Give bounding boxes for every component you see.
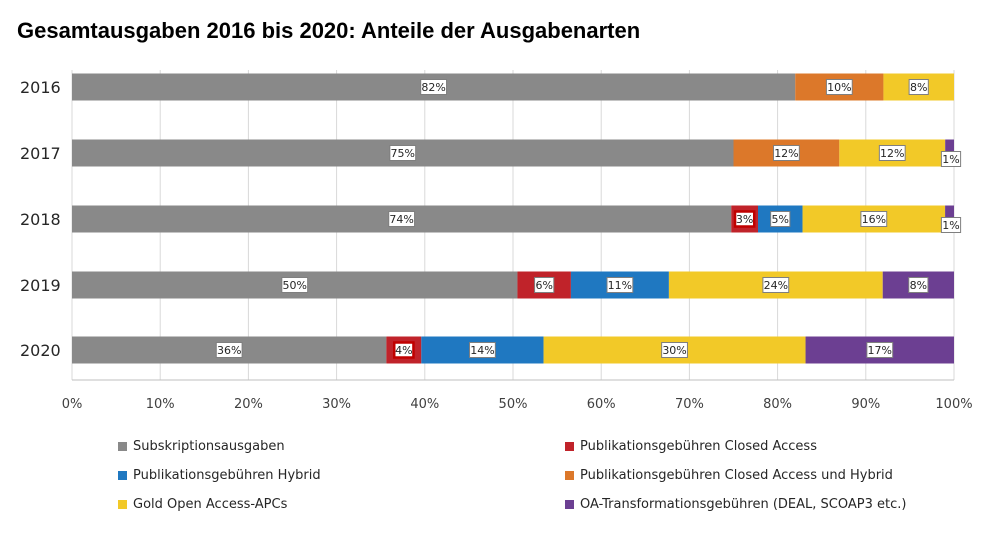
legend-item-closed-access-und-hybrid: Publikationsgebühren Closed Access und H…: [565, 468, 893, 483]
legend-swatch: [565, 442, 574, 451]
data-label: 24%: [764, 279, 788, 292]
data-label-box: [908, 277, 929, 293]
data-label: 82%: [421, 81, 445, 94]
legend-swatch: [118, 500, 127, 509]
legend-label: Publikationsgebühren Hybrid: [133, 468, 321, 483]
data-label-box: [940, 217, 962, 233]
x-tick-label: 50%: [499, 397, 528, 412]
data-label-box: [281, 277, 309, 293]
data-label-box: [908, 79, 929, 95]
data-label-box: [762, 277, 790, 293]
legend-label: OA-Transformationsgebühren (DEAL, SCOAP3…: [580, 497, 907, 512]
y-tick-label: 2016: [20, 78, 61, 97]
data-label-box: [469, 342, 496, 358]
data-label-box: [878, 145, 906, 161]
data-label: 50%: [283, 279, 307, 292]
x-tick-label: 30%: [322, 397, 351, 412]
data-label-box: [389, 145, 417, 161]
data-label: 12%: [880, 147, 904, 160]
data-label-box: [825, 79, 853, 95]
data-label: 10%: [827, 81, 851, 94]
data-label: 1%: [942, 219, 959, 232]
data-label-box: [392, 341, 415, 359]
data-label-box: [940, 151, 962, 167]
y-tick-label: 2017: [20, 144, 61, 163]
x-tick-label: 70%: [675, 397, 704, 412]
data-label-box: [733, 210, 756, 228]
data-label: 30%: [662, 344, 686, 357]
legend-item-hybrid: Publikationsgebühren Hybrid: [118, 468, 321, 483]
data-label: 8%: [910, 279, 927, 292]
data-label: 8%: [910, 81, 927, 94]
legend-item-subskriptionsausgaben: Subskriptionsausgaben: [118, 439, 285, 454]
legend-item-closed-access: Publikationsgebühren Closed Access: [565, 439, 817, 454]
chart-title: Gesamtausgaben 2016 bis 2020: Anteile de…: [17, 18, 641, 43]
data-label-box: [860, 211, 888, 227]
legend-item-oa-transformation: OA-Transformationsgebühren (DEAL, SCOAP3…: [565, 497, 906, 512]
data-label: 75%: [391, 147, 415, 160]
data-label: 4%: [395, 344, 412, 357]
legend-label: Publikationsgebühren Closed Access und H…: [580, 468, 893, 483]
x-tick-label: 60%: [587, 397, 616, 412]
data-label-box: [534, 277, 555, 293]
legend-label: Publikationsgebühren Closed Access: [580, 439, 817, 454]
y-tick-label: 2018: [20, 210, 61, 229]
legend-label: Gold Open Access-APCs: [133, 497, 288, 512]
data-label-box: [388, 211, 416, 227]
y-tick-label: 2019: [20, 276, 61, 295]
data-label: 12%: [774, 147, 798, 160]
legend-swatch: [565, 500, 574, 509]
data-label: 5%: [772, 213, 789, 226]
y-tick-label: 2020: [20, 341, 61, 360]
data-label: 1%: [942, 153, 959, 166]
data-label-box: [661, 342, 688, 358]
x-tick-label: 20%: [234, 397, 263, 412]
data-label-box: [773, 145, 800, 161]
legend-label: Subskriptionsausgaben: [133, 439, 285, 454]
legend-swatch: [118, 471, 127, 480]
legend-swatch: [565, 471, 574, 480]
data-label: 14%: [470, 344, 494, 357]
data-label-box: [770, 211, 791, 227]
data-label: 36%: [217, 344, 241, 357]
x-tick-label: 10%: [146, 397, 175, 412]
data-label-box: [606, 277, 634, 293]
x-tick-label: 40%: [410, 397, 439, 412]
x-tick-label: 100%: [935, 397, 972, 412]
legend-swatch: [118, 442, 127, 451]
data-label-box: [420, 79, 448, 95]
data-label: 74%: [389, 213, 413, 226]
data-label: 16%: [862, 213, 886, 226]
data-label: 17%: [868, 344, 892, 357]
legend-item-gold-open-access: Gold Open Access-APCs: [118, 497, 287, 512]
data-label: 6%: [535, 279, 552, 292]
x-tick-label: 0%: [62, 397, 83, 412]
data-label-box: [215, 342, 243, 358]
x-tick-label: 80%: [763, 397, 792, 412]
data-label: 11%: [608, 279, 632, 292]
x-tick-label: 90%: [851, 397, 880, 412]
data-label-box: [866, 342, 894, 358]
data-label: 3%: [736, 213, 753, 226]
